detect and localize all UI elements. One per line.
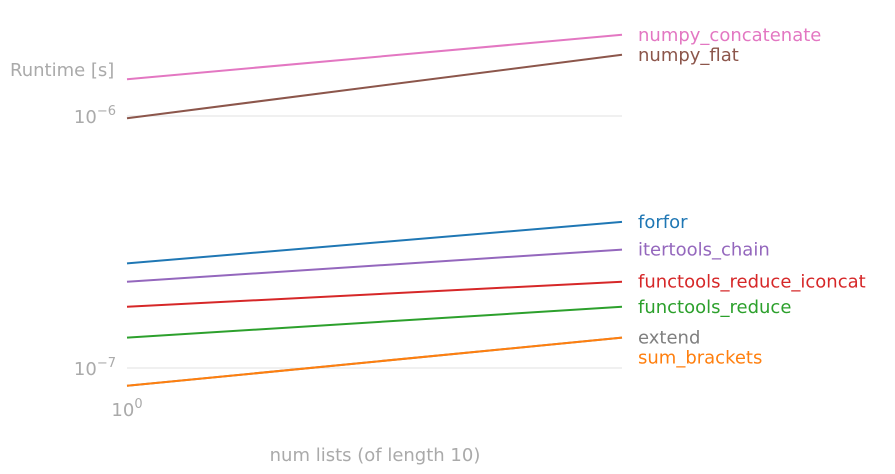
series-label-sum_brackets: sum_brackets xyxy=(638,348,762,369)
y-axis-label: Runtime [s] xyxy=(10,60,114,81)
tick-labels: 10−7 10−6 100 xyxy=(74,104,143,421)
series-label-functools_reduce: functools_reduce xyxy=(638,297,791,318)
series-line-functools_reduce xyxy=(126,305,623,339)
y-tick-label: 10−7 xyxy=(74,356,116,380)
series-label-numpy_concatenate: numpy_concatenate xyxy=(638,25,821,46)
series-line-numpy_concatenate xyxy=(126,33,623,81)
series-label-functools_reduce_iconcat: functools_reduce_iconcat xyxy=(638,272,866,293)
series-lines xyxy=(126,33,623,387)
series-line-itertools_chain xyxy=(126,248,623,283)
x-axis-label: num lists (of length 10) xyxy=(270,445,481,466)
series-label-itertools_chain: itertools_chain xyxy=(638,240,770,261)
series-label-extend: extend xyxy=(638,328,700,349)
series-label-forfor: forfor xyxy=(638,212,688,233)
series-line-forfor xyxy=(126,220,623,265)
series-line-functools_reduce_iconcat xyxy=(126,280,623,308)
series-line-numpy_flat xyxy=(126,53,623,120)
grid-lines xyxy=(127,115,622,369)
x-tick-label: 100 xyxy=(111,397,142,421)
y-tick-label: 10−6 xyxy=(74,104,116,128)
series-line-sum_brackets xyxy=(126,336,623,387)
series-label-numpy_flat: numpy_flat xyxy=(638,45,739,66)
